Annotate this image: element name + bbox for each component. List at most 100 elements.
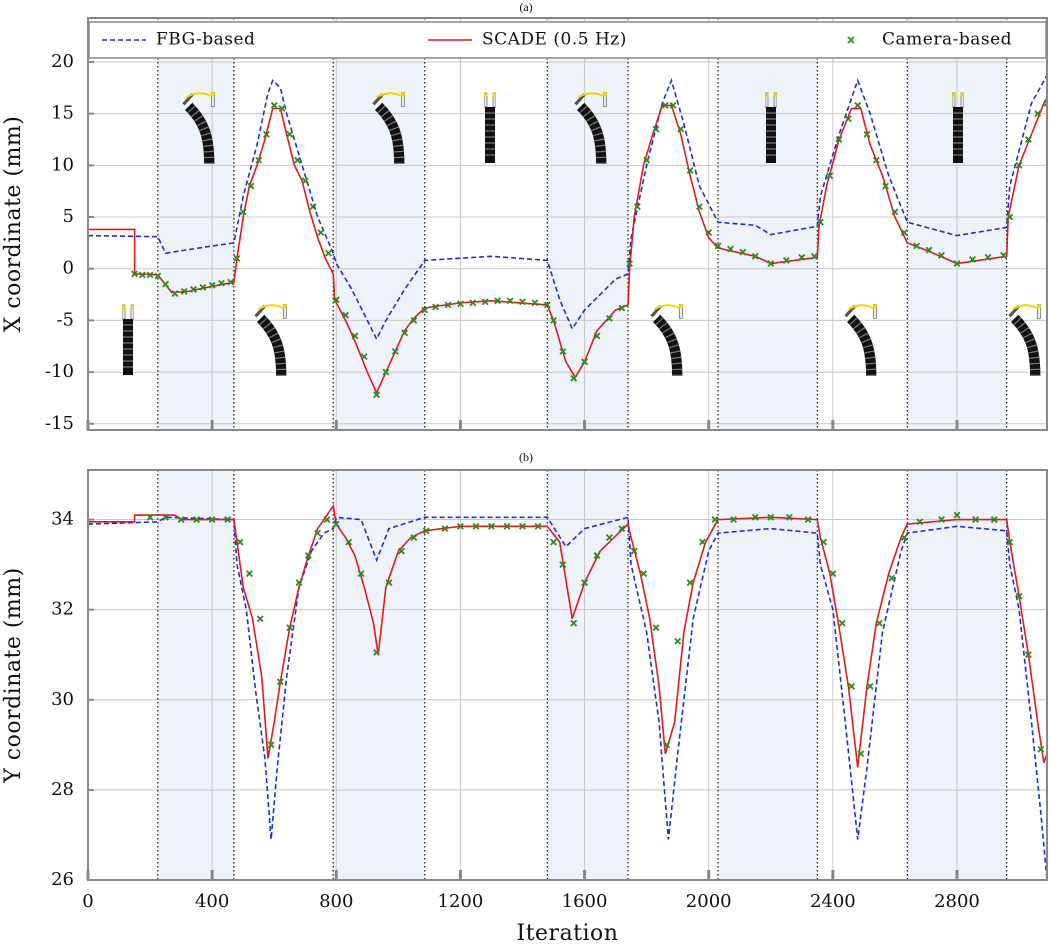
- plot-frame: [87, 17, 1048, 431]
- camera-marker: [177, 516, 185, 523]
- camera-marker: [208, 281, 216, 289]
- camera-marker: [593, 552, 601, 560]
- camera-marker: [953, 260, 961, 267]
- shaded-span: [333, 18, 425, 430]
- solid-line: [88, 503, 1047, 768]
- y-tick-label: 30: [51, 689, 74, 710]
- camera-marker: [953, 511, 961, 519]
- camera-marker: [391, 347, 399, 355]
- dashed-line: [88, 75, 1047, 341]
- y-tick-label: -5: [56, 309, 74, 330]
- camera-marker: [301, 177, 309, 185]
- camera-marker: [267, 741, 275, 749]
- camera-marker: [131, 270, 138, 278]
- camera-marker: [314, 529, 322, 537]
- camera-marker: [938, 251, 945, 259]
- x-tick-label: 2000: [686, 891, 732, 912]
- camera-marker: [304, 552, 312, 560]
- camera-marker: [199, 283, 207, 291]
- camera-marker: [263, 130, 270, 138]
- camera-marker: [410, 316, 418, 324]
- camera-marker: [820, 538, 827, 546]
- legend-label: SCADE (0.5 Hz): [482, 30, 627, 50]
- camera-marker: [534, 522, 542, 530]
- camera-marker: [503, 522, 511, 530]
- shaded-span: [157, 470, 234, 880]
- camera-marker: [432, 303, 440, 311]
- camera-marker: [247, 182, 255, 190]
- camera-marker: [1024, 651, 1032, 659]
- camera-marker: [913, 242, 921, 250]
- camera-marker: [236, 538, 244, 546]
- camera-marker: [630, 547, 638, 555]
- camera-marker: [332, 520, 340, 528]
- camera-marker: [866, 682, 874, 690]
- camera-marker: [456, 522, 464, 530]
- camera-marker: [727, 245, 734, 253]
- camera-marker: [317, 229, 325, 236]
- y-tick-label: 5: [63, 206, 74, 227]
- camera-marker: [829, 570, 837, 578]
- camera-marker: [695, 203, 703, 211]
- camera-marker: [218, 279, 225, 287]
- camera-marker: [652, 624, 660, 632]
- legend-swatch: [847, 36, 855, 44]
- y-tick-label: 34: [51, 509, 74, 530]
- camera-marker: [421, 306, 429, 314]
- camera-marker: [785, 513, 793, 521]
- x-tick-label: 2800: [934, 891, 980, 912]
- camera-marker: [233, 254, 241, 262]
- camera-marker: [270, 101, 278, 109]
- camera-marker: [286, 624, 294, 632]
- camera-marker: [332, 296, 340, 304]
- camera-marker: [643, 156, 651, 164]
- camera-marker: [325, 249, 332, 257]
- y-tick-label: 10: [51, 154, 74, 175]
- x-tick-label: 1200: [438, 891, 484, 912]
- camera-marker: [227, 278, 235, 286]
- camera-marker: [550, 538, 557, 546]
- camera-marker: [543, 301, 551, 309]
- camera-marker: [531, 299, 539, 307]
- camera-marker: [1000, 251, 1007, 259]
- camera-marker: [519, 298, 526, 306]
- camera-marker: [972, 516, 980, 523]
- camera-marker: [863, 130, 871, 138]
- camera-marker: [817, 218, 824, 226]
- camera-marker: [373, 649, 381, 656]
- camera-marker: [559, 561, 567, 569]
- camera-marker: [739, 248, 747, 256]
- x-axis-label: Iteration: [517, 921, 619, 944]
- camera-marker: [1015, 592, 1023, 600]
- camera-marker: [360, 353, 368, 361]
- x-tick-label: 1600: [562, 891, 608, 912]
- camera-marker: [835, 136, 843, 143]
- camera-marker: [295, 579, 303, 587]
- camera-marker: [581, 579, 589, 587]
- camera-marker: [146, 513, 154, 521]
- camera-marker: [193, 516, 201, 523]
- camera-marker: [605, 314, 613, 322]
- camera-marker: [618, 525, 626, 533]
- camera-marker: [239, 208, 247, 216]
- camera-marker: [854, 101, 862, 109]
- camera-marker: [661, 101, 669, 109]
- camera-marker: [810, 252, 818, 260]
- camera-marker: [351, 332, 359, 340]
- y-tick-label: 28: [51, 779, 74, 800]
- camera-marker: [382, 368, 390, 376]
- camera-marker: [711, 516, 719, 523]
- camera-marker: [245, 570, 253, 578]
- legend: FBG-based SCADE (0.5 Hz) Camera-based: [88, 21, 1047, 59]
- shaded-span: [333, 470, 425, 880]
- camera-marker: [990, 516, 998, 523]
- camera-marker: [276, 678, 284, 686]
- camera-marker: [488, 522, 495, 530]
- camera-marker: [705, 229, 713, 236]
- camera-marker: [782, 257, 790, 264]
- camera-marker: [1015, 161, 1023, 169]
- camera-marker: [626, 260, 634, 267]
- camera-marker: [872, 156, 880, 164]
- camera-marker: [699, 538, 706, 546]
- camera-marker: [550, 316, 557, 324]
